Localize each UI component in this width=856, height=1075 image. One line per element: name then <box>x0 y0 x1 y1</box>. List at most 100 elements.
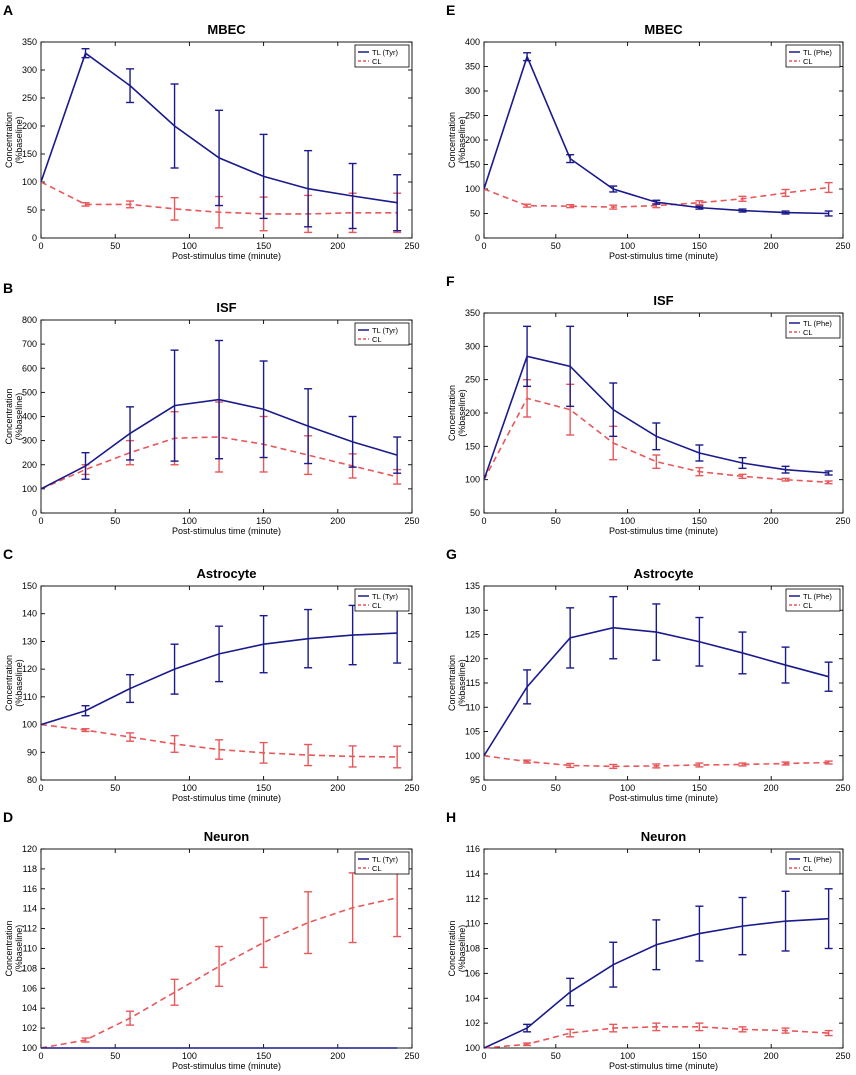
y-tick-label: 350 <box>465 62 480 72</box>
panel-h: H Neuron 0 50 100 150 200 250 100 102 104 106 108 110… <box>446 809 851 1071</box>
panel-letter: E <box>446 2 455 18</box>
x-tick-label: 150 <box>692 516 707 526</box>
x-tick-label: 50 <box>551 783 561 793</box>
x-tick-label: 200 <box>330 241 345 251</box>
x-axis-label: Post-stimulus time (minute) <box>609 1061 718 1071</box>
x-tick-label: 100 <box>182 516 197 526</box>
series-tl <box>484 595 833 757</box>
x-axis-label: Post-stimulus time (minute) <box>609 526 718 536</box>
legend: TL (Phe)CL <box>785 315 841 339</box>
x-tick-label: 200 <box>330 1051 345 1061</box>
series-cl <box>484 181 833 210</box>
y-tick-label: 104 <box>465 993 480 1003</box>
y-tick-label: 50 <box>27 205 37 215</box>
legend-entry: TL (Tyr) <box>372 592 398 601</box>
y-axis-label-line: (%baseline) <box>457 659 467 707</box>
legend-entry: TL (Phe) <box>803 48 832 57</box>
x-tick-label: 150 <box>692 1051 707 1061</box>
legend-entry: TL (Phe) <box>803 855 832 864</box>
x-axis-label: Post-stimulus time (minute) <box>609 251 718 261</box>
y-tick-label: 106 <box>22 983 37 993</box>
panel-c: C Astrocyte 0 50 100 150 200 250 80 90 100 110 120 13… <box>3 546 420 803</box>
y-tick-label: 125 <box>465 630 480 640</box>
legend-entry: CL <box>803 601 813 610</box>
x-tick-label: 100 <box>620 1051 635 1061</box>
x-tick-label: 100 <box>182 783 197 793</box>
series-tl <box>41 339 402 490</box>
y-tick-label: 130 <box>22 636 37 646</box>
y-axis-label-line: (%baseline) <box>457 389 467 437</box>
y-tick-label: 100 <box>22 1043 37 1053</box>
y-tick-label: 112 <box>23 924 37 934</box>
x-tick-label: 0 <box>38 783 43 793</box>
legend-entry: CL <box>372 335 382 344</box>
y-axis-label-line: (%baseline) <box>457 925 467 973</box>
y-axis-label-line: (%baseline) <box>14 116 24 164</box>
x-tick-label: 250 <box>835 516 850 526</box>
panel-letter: A <box>3 2 13 18</box>
series-cl <box>41 858 402 1049</box>
panel-letter: B <box>3 280 13 296</box>
x-tick-label: 150 <box>256 516 271 526</box>
y-tick-label: 104 <box>22 1003 37 1013</box>
panel-letter: C <box>3 546 13 562</box>
y-tick-label: 300 <box>22 436 37 446</box>
y-tick-label: 50 <box>470 508 480 518</box>
x-tick-label: 200 <box>764 783 779 793</box>
y-tick-label: 200 <box>22 121 37 131</box>
y-axis-label: Concentration(%baseline) <box>4 655 24 711</box>
plot-frame <box>40 41 413 239</box>
x-tick-label: 250 <box>404 241 419 251</box>
series-tl <box>41 48 402 232</box>
y-axis-label: Concentration(%baseline) <box>447 385 467 441</box>
chart-title: MBEC <box>207 22 246 37</box>
x-axis-label: Post-stimulus time (minute) <box>172 1061 281 1071</box>
legend-entry: CL <box>372 864 382 873</box>
y-tick-label: 80 <box>27 775 37 785</box>
x-tick-label: 50 <box>110 516 120 526</box>
x-tick-label: 50 <box>110 1051 120 1061</box>
x-tick-label: 50 <box>551 516 561 526</box>
y-tick-label: 50 <box>470 209 480 219</box>
legend-entry: TL (Phe) <box>803 319 832 328</box>
y-tick-label: 200 <box>465 408 480 418</box>
panel-a: A MBEC 0 50 100 150 200 250 0 50 100 150 200 250 300 35… <box>3 2 420 261</box>
x-tick-label: 200 <box>764 516 779 526</box>
legend-entry: CL <box>803 328 813 337</box>
x-tick-label: 50 <box>551 1051 561 1061</box>
y-tick-label: 120 <box>22 664 37 674</box>
legend-entry: TL (Tyr) <box>372 48 398 57</box>
x-tick-label: 0 <box>481 783 486 793</box>
y-tick-label: 90 <box>27 747 37 757</box>
y-axis-label: Concentration(%baseline) <box>4 920 24 976</box>
y-tick-label: 135 <box>465 581 480 591</box>
y-tick-label: 100 <box>22 484 37 494</box>
x-tick-label: 0 <box>38 516 43 526</box>
legend: TL (Tyr)CL <box>354 44 410 68</box>
y-tick-label: 105 <box>465 727 480 737</box>
plot-frame <box>40 848 413 1049</box>
y-axis-label-line: Concentration <box>447 385 457 441</box>
y-tick-label: 130 <box>465 605 480 615</box>
y-tick-label: 350 <box>22 37 37 47</box>
legend: TL (Tyr)CL <box>354 851 410 875</box>
y-tick-label: 120 <box>22 844 37 854</box>
y-axis-label-line: (%baseline) <box>14 659 24 707</box>
panel-e: E MBEC 0 50 100 150 200 250 0 50 100 150 200 250 300 35… <box>446 2 851 261</box>
panel-letter: D <box>3 809 13 825</box>
chart-title: Astrocyte <box>634 566 694 581</box>
x-axis-label: Post-stimulus time (minute) <box>172 251 281 261</box>
y-tick-label: 300 <box>22 65 37 75</box>
y-axis-label: Concentration(%baseline) <box>4 388 24 444</box>
y-axis-label-line: (%baseline) <box>14 393 24 441</box>
y-tick-label: 108 <box>22 963 37 973</box>
x-tick-label: 0 <box>38 1051 43 1061</box>
y-tick-label: 110 <box>466 702 480 712</box>
y-tick-label: 350 <box>465 308 480 318</box>
series-tl <box>41 602 402 726</box>
series-line <box>484 54 829 215</box>
chart-title: Astrocyte <box>197 566 257 581</box>
y-tick-label: 110 <box>23 692 37 702</box>
y-tick-label: 112 <box>466 894 480 904</box>
